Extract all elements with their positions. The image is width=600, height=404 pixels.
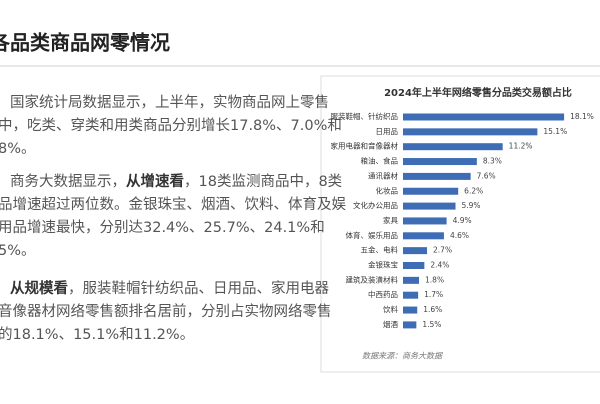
chart-title: 2024年上半年网络零售分品类交易额占比 <box>384 86 572 99</box>
value-label: 5.9% <box>462 201 481 210</box>
category-label: 烟酒 <box>383 320 398 329</box>
bar <box>403 232 444 240</box>
value-label: 2.4% <box>430 261 449 270</box>
value-label: 11.2% <box>509 142 533 151</box>
bar <box>403 306 418 314</box>
paragraph-line: 的18.1%、15.1%和11.2%。 <box>0 326 194 343</box>
value-label: 1.5% <box>422 320 441 329</box>
category-label: 化妆品 <box>376 185 399 195</box>
bold-text: 从增速看 <box>126 172 184 190</box>
value-label: 15.1% <box>543 127 567 136</box>
text: 8%。 <box>0 141 36 157</box>
value-label: 1.7% <box>424 290 443 299</box>
value-label: 1.8% <box>425 275 444 284</box>
text: ，18类监测商品中，8类 <box>184 173 342 190</box>
text: 用品增速最快，分别达32.4%、25.7%、24.1%和 <box>0 219 325 236</box>
category-label: 金银珠宝 <box>368 260 398 270</box>
value-label: 4.6% <box>450 231 469 240</box>
text: 商务大数据显示， <box>10 173 126 190</box>
paragraph-line: 用品增速最快，分别达32.4%、25.7%、24.1%和 <box>0 219 325 236</box>
bar <box>403 172 471 180</box>
bar <box>403 262 425 269</box>
text: 的18.1%、15.1%和11.2%。 <box>0 326 194 343</box>
slide-title: 各品类商品网零情况 <box>0 31 170 55</box>
bold-text: 从规模看 <box>10 279 68 297</box>
paragraph-line: 中，吃类、穿类和用类商品分别增长17.8%、7.0%和 <box>0 117 342 134</box>
category-label: 体育、娱乐用品 <box>346 230 399 240</box>
category-label: 服装鞋帽、针纺织品 <box>331 111 399 121</box>
value-label: 4.9% <box>453 216 472 225</box>
chart-card <box>320 75 600 373</box>
bar <box>403 113 565 121</box>
bar <box>403 247 428 255</box>
text: 国家统计局数据显示，上半年，实物商品网上零售 <box>10 94 329 111</box>
value-label: 2.7% <box>433 246 452 255</box>
value-label: 6.2% <box>464 186 483 195</box>
bar <box>403 158 477 166</box>
text: 音像器材网络零售额排名居前，分别占实物网络零售 <box>0 303 332 320</box>
category-label: 建筑及装潢材料 <box>346 274 399 284</box>
category-label: 文化办公用品 <box>353 200 398 210</box>
bar <box>403 217 447 225</box>
bar <box>403 291 419 299</box>
paragraph-line: 8%。 <box>0 141 36 157</box>
paragraph-line: 国家统计局数据显示，上半年，实物商品网上零售 <box>10 94 329 111</box>
bar <box>403 276 420 284</box>
bar <box>403 321 417 329</box>
paragraph-line: 音像器材网络零售额排名居前，分别占实物网络零售 <box>0 303 332 320</box>
paragraph-line: 从规模看，服装鞋帽针纺织品、日用品、家用电器 <box>10 279 329 297</box>
category-label: 中西药品 <box>368 289 398 299</box>
category-label: 饮料 <box>383 304 398 314</box>
paragraph-line: 5%。 <box>0 243 36 259</box>
category-label: 家用电器和音像器材 <box>331 141 399 151</box>
bar <box>403 143 503 151</box>
text: 5%。 <box>0 243 36 259</box>
category-label: 日用品 <box>376 127 399 136</box>
bar <box>403 128 538 136</box>
value-label: 18.1% <box>570 112 594 121</box>
paragraph-line: 品增速超过两位数。金银珠宝、烟酒、饮料、体育及娱 <box>0 196 346 213</box>
bar <box>403 202 456 210</box>
source: 数据来源：商务大数据 <box>362 352 443 361</box>
category-label: 家具 <box>383 215 398 225</box>
category-label: 粮油、食品 <box>361 156 399 166</box>
value-label: 7.6% <box>477 171 496 180</box>
value-label: 8.3% <box>483 157 502 166</box>
paragraph-line: 商务大数据显示，从增速看，18类监测商品中，8类 <box>10 172 342 190</box>
text: 品增速超过两位数。金银珠宝、烟酒、饮料、体育及娱 <box>0 196 346 213</box>
category-label: 通讯器材 <box>368 170 398 180</box>
value-label: 1.6% <box>423 305 442 314</box>
text: ，服装鞋帽针纺织品、日用品、家用电器 <box>68 280 329 297</box>
category-label: 五金、电料 <box>361 245 399 255</box>
bar <box>403 187 459 195</box>
text: 中，吃类、穿类和用类商品分别增长17.8%、7.0%和 <box>0 117 342 134</box>
